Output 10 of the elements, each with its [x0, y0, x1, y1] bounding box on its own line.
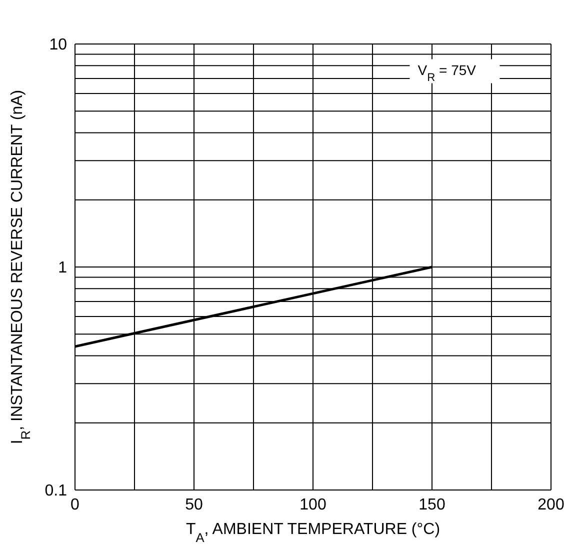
- x-tick-label: 200: [538, 496, 564, 514]
- y-tick-label: 0.1: [44, 482, 68, 500]
- y-tick-label: 1: [58, 260, 68, 277]
- x-tick-label: 150: [418, 496, 446, 514]
- x-tick-label: 100: [300, 496, 326, 514]
- x-axis-title: T$_{A}$, AMBIENT TEMPERATURE (°C): [186, 521, 440, 544]
- x-tick-label: 50: [185, 496, 203, 514]
- x-tick-label: 0: [70, 496, 80, 514]
- y-tick-label: 10: [49, 36, 68, 54]
- annotation: V$_{R}$ = 75V: [418, 62, 477, 84]
